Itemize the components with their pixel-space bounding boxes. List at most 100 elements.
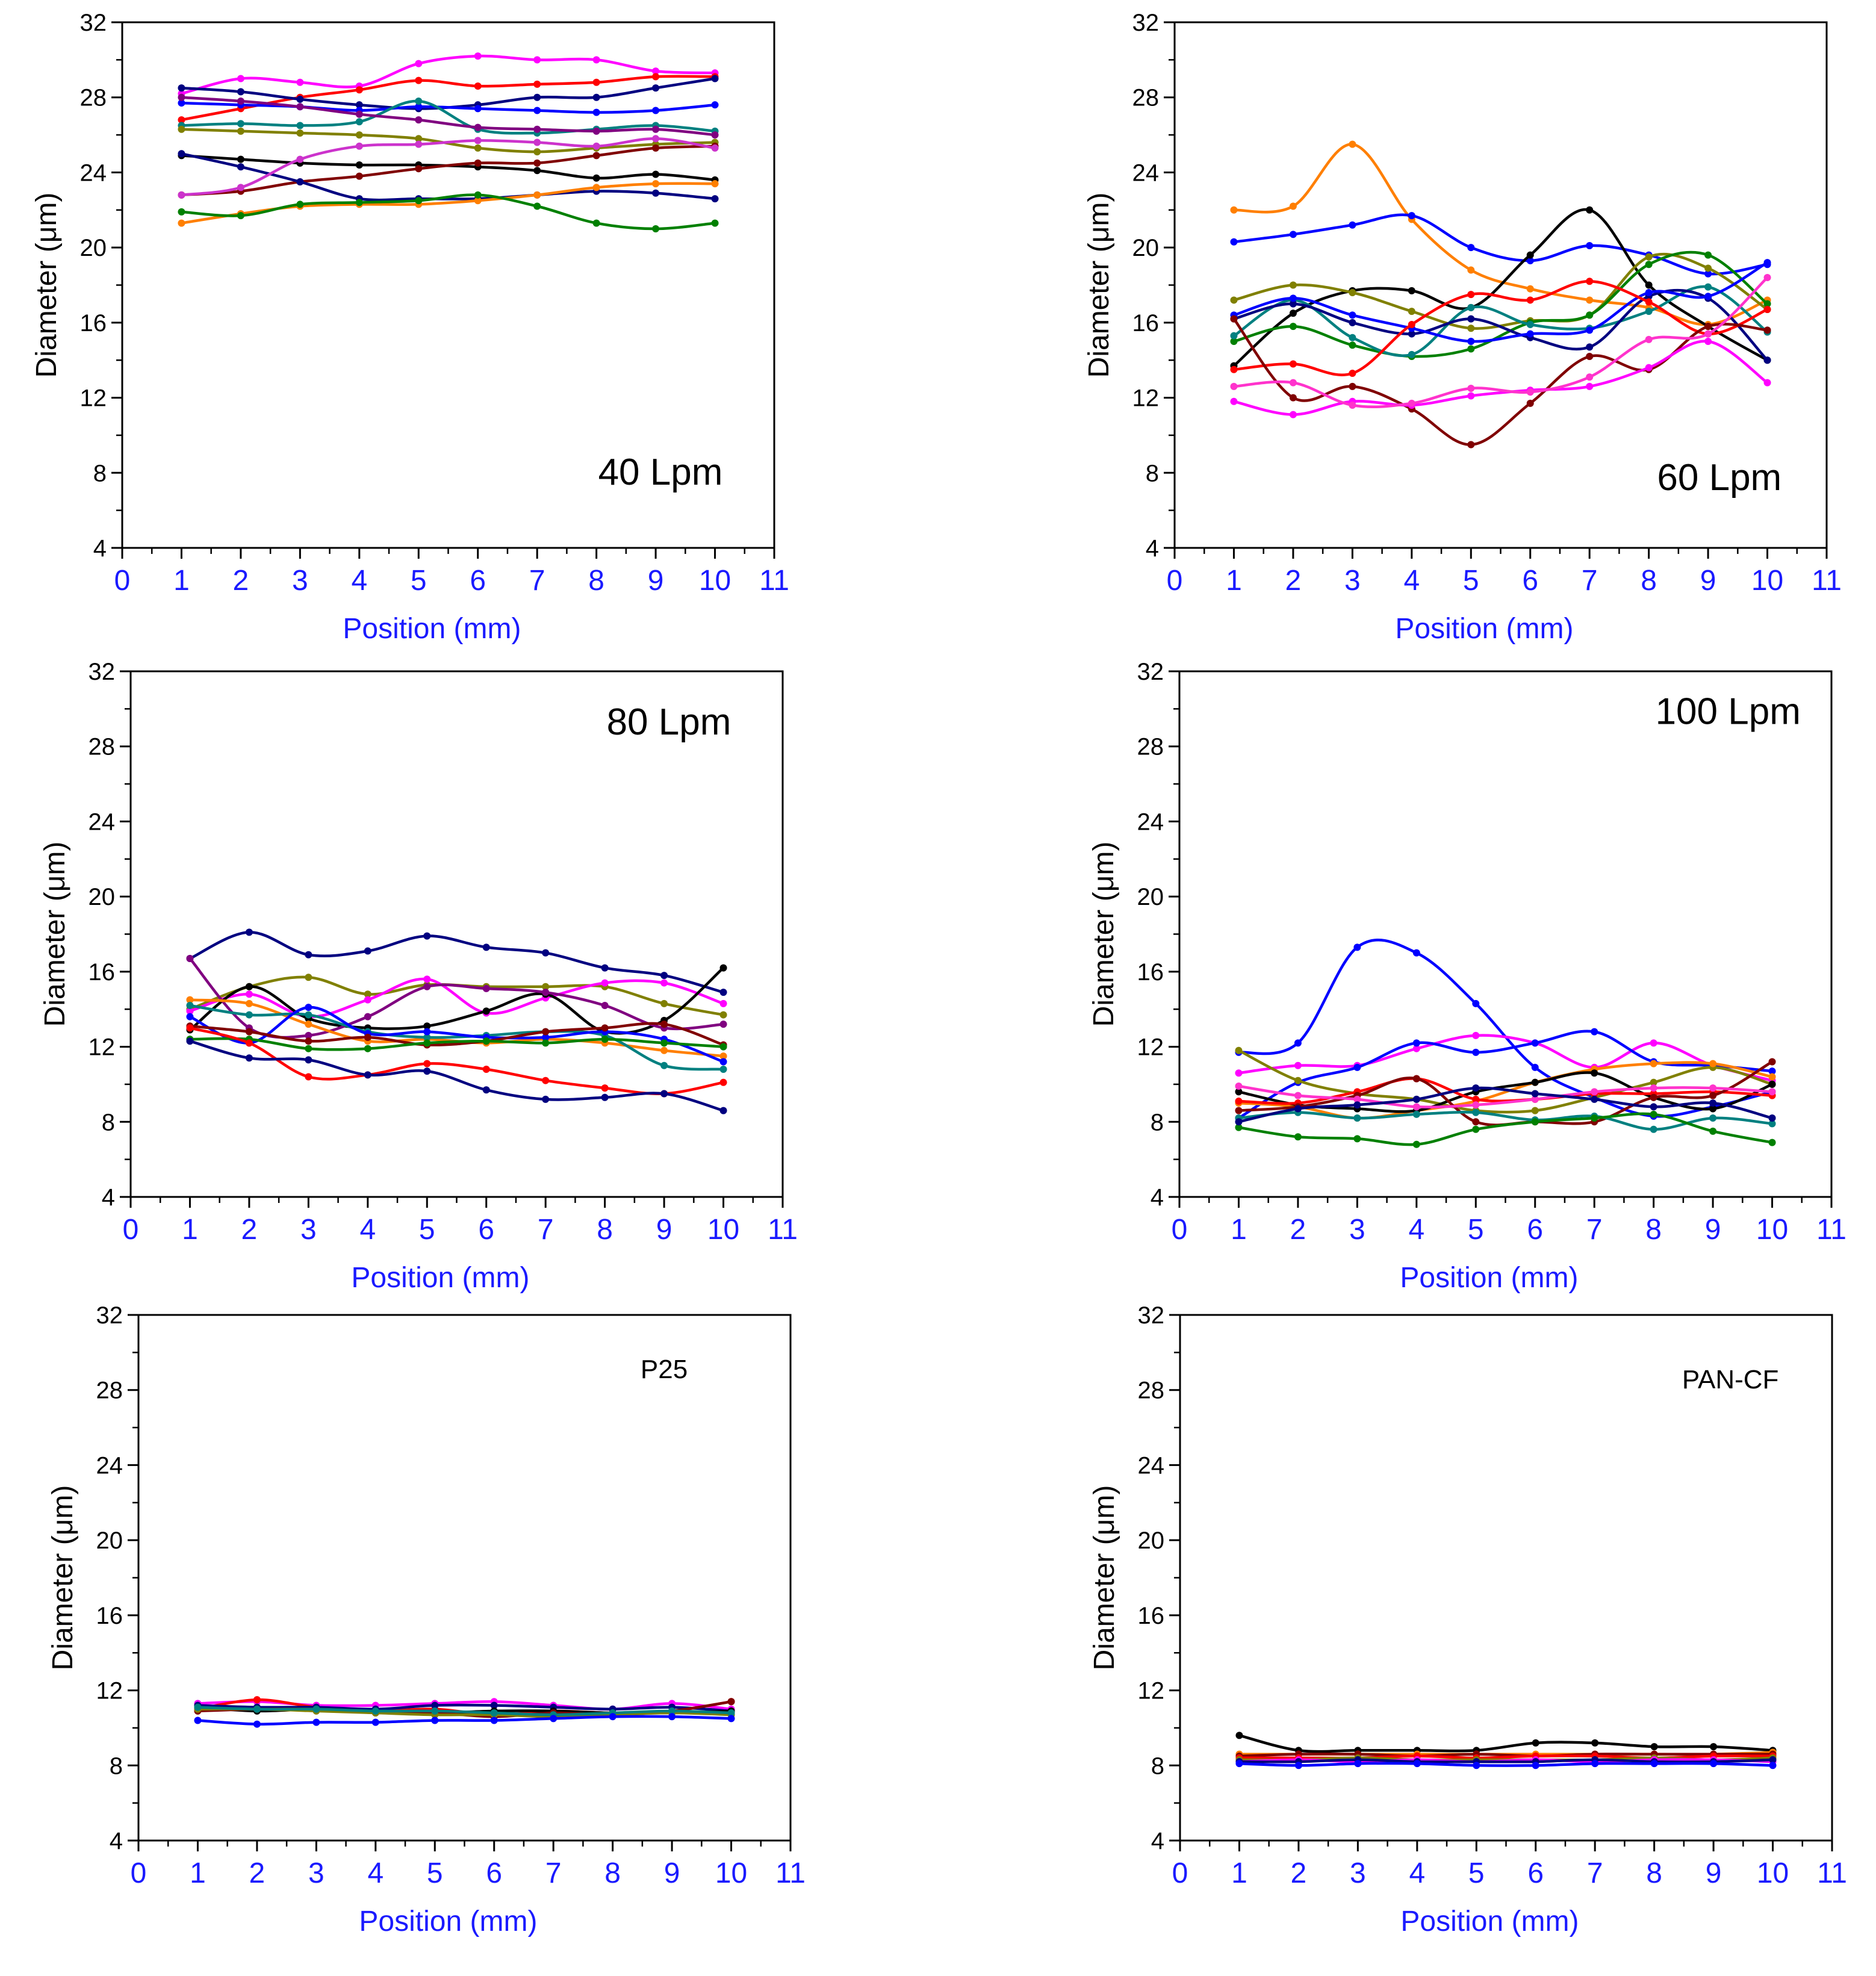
data-point-s5-2 [1289,323,1297,331]
x-tick-label: 7 [1582,565,1598,597]
x-tick-label: 1 [1231,1214,1247,1246]
data-point-s11-10 [1768,1088,1776,1096]
y-tick-label: 4 [1146,535,1159,562]
data-point-s5-9 [1704,251,1712,259]
data-point-s4-8 [1645,253,1653,261]
y-tick-label: 4 [110,1828,123,1854]
y-tick-label: 24 [80,160,107,186]
y-tick-label: 32 [80,10,107,36]
x-tick-label: 10 [707,1214,739,1246]
series-line-s7 [1239,1758,1773,1763]
data-point-s2-5 [1467,244,1475,252]
data-point-s12-10 [1768,1114,1776,1122]
data-point-s1-7 [1586,296,1594,304]
data-point-s8-8 [609,1713,617,1721]
x-tick-label: 5 [1463,565,1479,597]
data-point-s12-9 [1709,1099,1717,1107]
data-point-s3-5 [431,1701,439,1709]
data-point-s3-6 [1531,1039,1539,1047]
data-point-s12-2 [237,212,244,220]
x-tick-label: 1 [182,1214,198,1246]
data-point-s5-2 [237,120,244,128]
data-point-s12-1 [1235,1118,1243,1126]
data-point-s3-7 [533,93,541,101]
data-point-s11-7 [1586,382,1594,390]
y-tick-label: 20 [96,1527,123,1554]
data-point-s11-2 [1294,1092,1302,1099]
data-point-s1-6 [482,943,490,951]
data-point-s11-7 [1591,1088,1598,1096]
data-point-s9-1 [1230,365,1238,373]
series-line-s9 [1238,1111,1772,1131]
data-point-s8-9 [1709,1092,1717,1099]
x-tick-label: 3 [292,565,308,597]
y-tick-label: 32 [89,659,116,685]
data-point-s8-9 [668,1713,676,1721]
data-point-s12-8 [1645,335,1653,343]
data-point-s8-1 [186,1013,194,1021]
data-point-s1-1 [1235,1732,1243,1739]
data-point-s8-8 [1650,1093,1657,1101]
data-point-s3-8 [601,979,609,987]
data-point-s3-2 [1289,309,1297,317]
data-point-s6-4 [355,131,363,139]
data-point-s11-1 [1235,1083,1243,1090]
x-tick-label: 3 [1344,565,1361,597]
y-tick-label: 8 [110,1753,123,1779]
y-tick-label: 12 [89,1034,116,1061]
data-point-s10-6 [482,1037,490,1045]
data-point-s1-3 [296,78,304,86]
data-point-s10-3 [1353,1135,1361,1143]
data-point-s4-1 [1235,1046,1243,1054]
data-point-s8-5 [1473,1762,1480,1769]
data-point-s8-8 [1645,288,1653,296]
data-point-s6-4 [1408,350,1415,358]
data-point-s2-9 [1704,270,1712,278]
data-point-s3-10 [711,75,719,82]
series-line-s4 [189,966,724,1035]
y-tick-label: 20 [1137,884,1164,910]
data-point-s11-3 [305,1073,312,1081]
data-point-s6-9 [1704,283,1712,291]
data-point-s11-4 [1412,1103,1420,1111]
x-tick-label: 1 [190,1857,206,1889]
data-point-s2-9 [652,73,660,81]
data-point-s12-6 [474,191,482,199]
y-tick-label: 16 [89,959,116,986]
data-point-s11-9 [652,180,660,188]
y-axis-title: Diameter (μm) [31,193,63,378]
data-point-s10-2 [237,163,244,171]
data-point-s11-2 [1289,411,1297,418]
data-point-s4-1 [178,99,185,107]
series-line-s12 [189,1040,724,1112]
data-point-s12-1 [186,1037,194,1045]
data-point-s7-1 [194,1703,202,1711]
data-point-s10-3 [305,1045,312,1052]
data-point-s5-9 [1709,1060,1717,1067]
y-tick-label: 16 [1132,310,1160,337]
data-point-s1-7 [542,949,550,957]
data-point-s8-3 [1349,311,1356,319]
data-point-s11-7 [542,1077,550,1084]
data-point-s9-4 [1412,1110,1420,1118]
x-tick-label: 6 [478,1214,494,1246]
x-tick-label: 11 [1816,1214,1846,1246]
y-tick-label: 24 [1137,809,1164,835]
x-axis-title: Position (mm) [343,613,521,645]
data-point-s9-9 [1709,1114,1717,1122]
data-point-s13-10 [711,144,719,152]
data-point-s9-5 [1472,1108,1480,1116]
data-point-s8-1 [1235,1107,1243,1114]
data-point-s10-10 [1768,1139,1776,1146]
x-tick-label: 2 [249,1857,266,1889]
data-point-s12-3 [296,200,304,208]
x-tick-label: 8 [597,1214,613,1246]
series-group [194,1696,735,1728]
y-tick-label: 4 [1151,1828,1164,1854]
data-point-s12-7 [533,202,541,210]
series-line-s2 [1238,1034,1773,1082]
data-point-s5-10 [727,1698,735,1706]
data-point-s4-6 [474,105,482,113]
data-point-s1-5 [423,932,431,940]
data-point-s5-8 [1650,1060,1657,1067]
